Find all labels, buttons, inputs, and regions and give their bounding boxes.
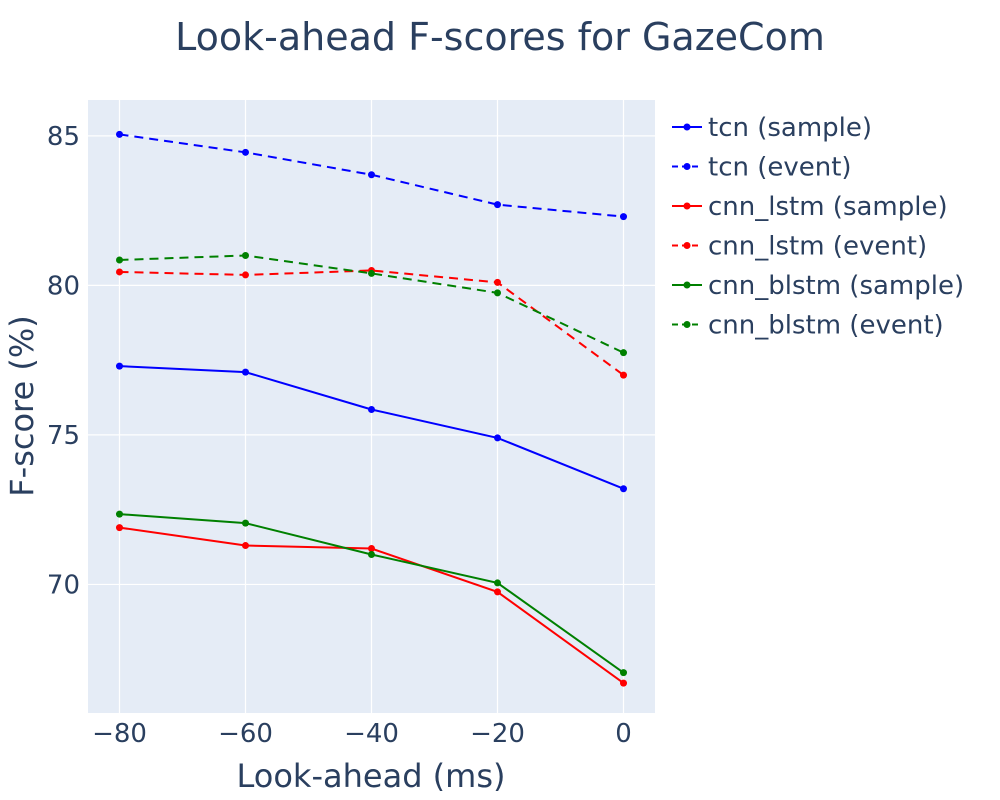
series-layer — [116, 130, 627, 687]
data-point — [242, 148, 249, 156]
series-cnn-blstm-event — [116, 251, 627, 357]
data-point — [494, 434, 501, 442]
data-point — [116, 362, 123, 370]
data-point — [494, 289, 501, 297]
x-tick-label: −80 — [92, 719, 147, 749]
legend-label: cnn_lstm (sample) — [708, 192, 948, 222]
data-point — [620, 485, 627, 493]
data-point — [620, 669, 627, 677]
data-point — [368, 545, 375, 553]
data-point — [368, 405, 375, 413]
chart-title: Look-ahead F-scores for GazeCom — [175, 15, 825, 59]
y-tick-label: 85 — [47, 122, 80, 152]
data-point — [116, 130, 123, 138]
data-point — [368, 269, 375, 277]
data-point — [620, 213, 627, 221]
x-tick-label: −60 — [218, 719, 273, 749]
legend-item: cnn_lstm (sample) — [672, 192, 948, 222]
legend-label: cnn_blstm (sample) — [708, 271, 964, 301]
legend-item: cnn_blstm (sample) — [672, 271, 964, 301]
x-tick-label: −20 — [470, 719, 525, 749]
data-point — [116, 524, 123, 532]
legend-label: tcn (sample) — [708, 113, 872, 143]
legend-label: cnn_blstm (event) — [708, 311, 944, 341]
y-tick-label: 80 — [47, 271, 80, 301]
data-point — [242, 251, 249, 259]
data-point — [620, 349, 627, 357]
data-point — [242, 519, 249, 527]
legend-swatch-marker — [683, 123, 691, 131]
legend: tcn (sample) tcn (event) cnn_lstm (sample)… — [672, 113, 964, 341]
x-tick-labels: −80 −60 −40 −20 0 — [92, 719, 632, 749]
data-point — [368, 171, 375, 179]
x-axis-title: Look-ahead (ms) — [237, 757, 506, 795]
x-tick-label: 0 — [615, 719, 632, 749]
data-point — [242, 368, 249, 376]
y-gridlines — [88, 135, 655, 586]
series-tcn-event — [116, 130, 627, 221]
series-line — [119, 254, 624, 354]
legend-swatch-marker — [683, 202, 691, 210]
series-cnn-blstm-sample — [116, 510, 627, 677]
series-tcn-sample — [116, 362, 627, 493]
data-point — [116, 256, 123, 264]
y-tick-label: 70 — [47, 570, 80, 600]
data-point — [494, 278, 501, 286]
x-tick-label: −40 — [344, 719, 399, 749]
legend-label: tcn (event) — [708, 153, 852, 183]
data-point — [242, 271, 249, 279]
legend-item: cnn_blstm (event) — [672, 311, 944, 341]
legend-label: cnn_lstm (event) — [708, 232, 927, 262]
legend-swatch-marker — [683, 242, 691, 249]
legend-item: tcn (sample) — [672, 113, 872, 143]
data-point — [116, 268, 123, 276]
y-tick-labels: 70 75 80 85 — [47, 122, 80, 601]
data-point — [620, 679, 627, 687]
legend-swatch-marker — [683, 163, 691, 170]
legend-swatch-marker — [683, 321, 691, 328]
y-axis-title: F-score (%) — [3, 315, 41, 496]
data-point — [242, 542, 249, 550]
legend-item: cnn_lstm (event) — [672, 232, 927, 262]
data-point — [494, 579, 501, 587]
data-point — [620, 371, 627, 379]
data-point — [368, 551, 375, 559]
data-point — [494, 588, 501, 596]
series-cnn-lstm-sample — [116, 524, 627, 687]
legend-swatch-marker — [683, 281, 691, 289]
legend-item: tcn (event) — [672, 153, 852, 183]
data-point — [116, 510, 123, 518]
y-tick-label: 75 — [47, 421, 80, 451]
data-point — [494, 201, 501, 209]
